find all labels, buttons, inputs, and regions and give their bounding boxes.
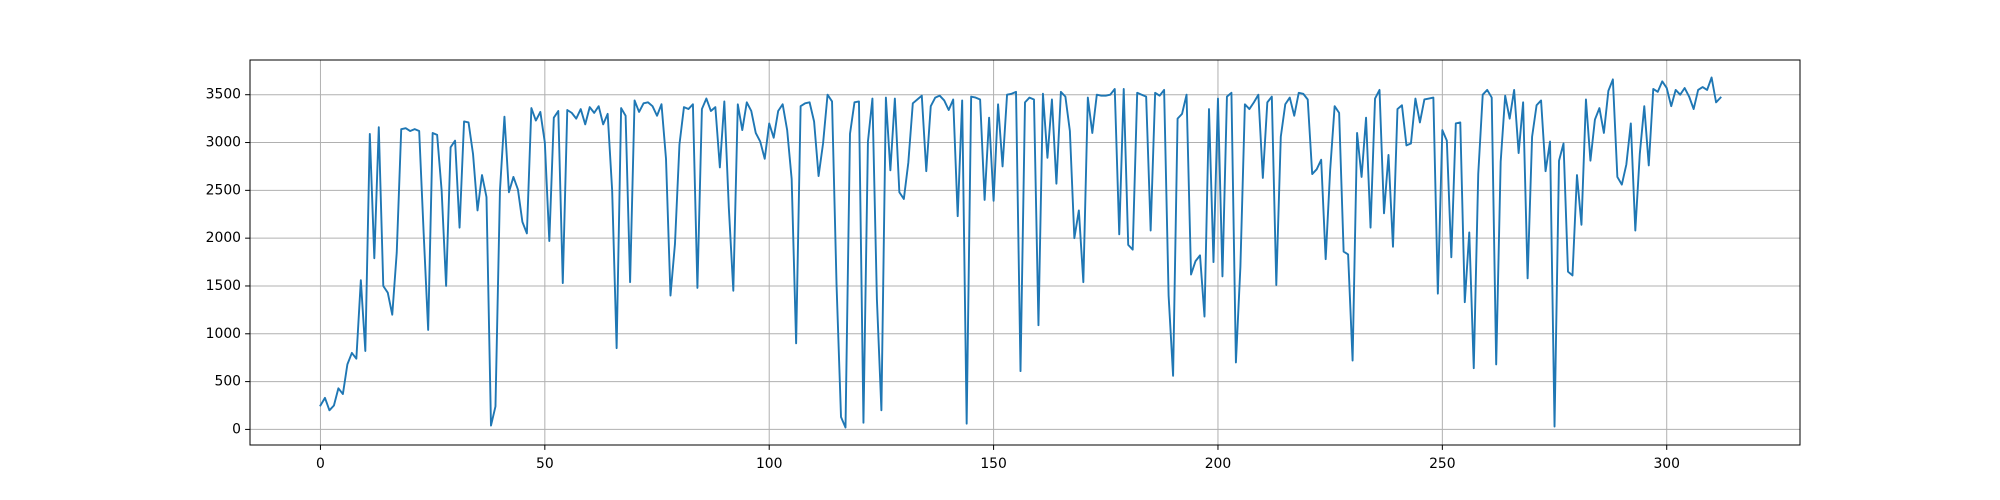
y-tick-label: 2000	[206, 230, 241, 246]
y-tick-label: 3000	[206, 135, 241, 151]
x-tick-label: 200	[1205, 456, 1232, 472]
x-tick-label: 150	[980, 456, 1007, 472]
y-tick-label: 1000	[206, 326, 241, 342]
y-tick-label: 0	[232, 421, 241, 437]
y-tick-label: 3500	[206, 87, 241, 103]
y-tick-label: 500	[214, 374, 241, 390]
x-tick-label: 100	[756, 456, 783, 472]
x-tick-label: 300	[1653, 456, 1680, 472]
x-tick-label: 0	[316, 456, 325, 472]
x-tick-label: 50	[536, 456, 554, 472]
y-tick-label: 1500	[206, 278, 241, 294]
x-tick-label: 250	[1429, 456, 1456, 472]
data-line	[319, 76, 1722, 429]
plot-frame	[249, 59, 1801, 446]
y-tick-label: 2500	[206, 182, 241, 198]
